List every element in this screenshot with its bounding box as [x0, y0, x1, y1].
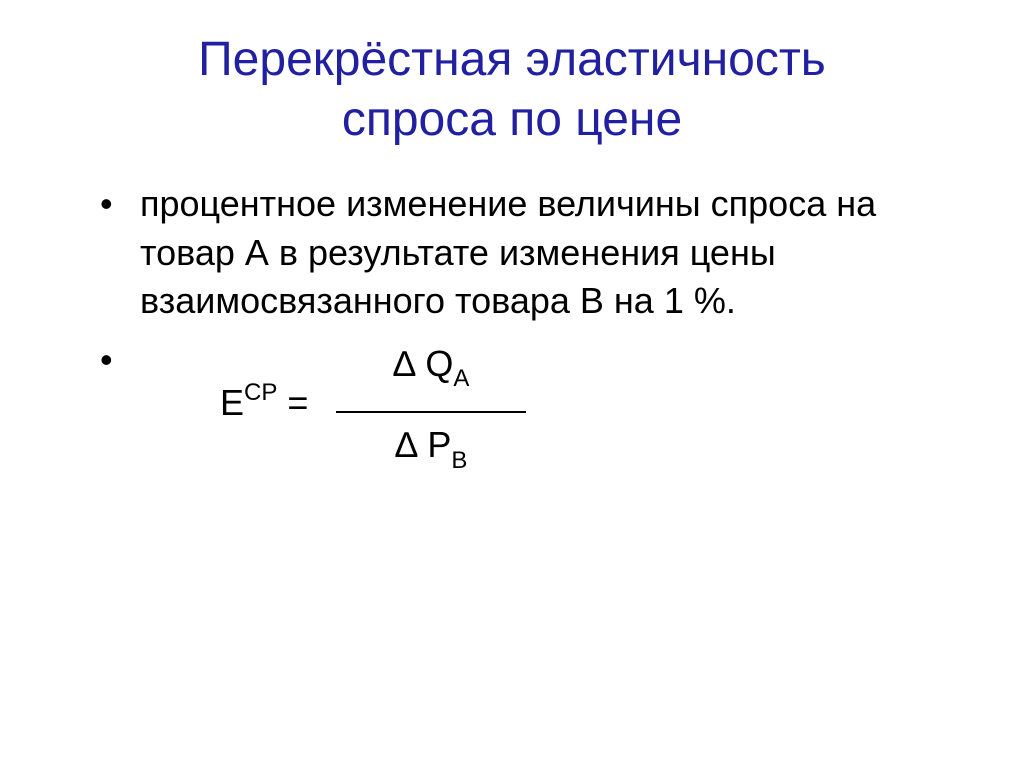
formula-numerator: ∆ QA: [336, 340, 526, 394]
formula-row: ЕСР = ∆ QA ∆ РВ: [140, 336, 964, 471]
numerator-sub: A: [453, 365, 469, 392]
formula-fraction: ∆ QA ∆ РВ: [336, 340, 526, 475]
formula-denominator: ∆ РВ: [336, 421, 526, 475]
title-line-1: Перекрёстная эластичность: [198, 33, 826, 86]
definition-text: процентное изменение величины спроса на …: [140, 183, 876, 321]
formula-lhs: ЕСР =: [220, 379, 308, 428]
slide: Перекрёстная эластичность спроса по цене…: [0, 0, 1024, 767]
numerator-delta: ∆ Q: [393, 343, 453, 384]
formula-lhs-base: Е: [220, 382, 244, 423]
fraction-line: [336, 411, 526, 413]
denominator-delta: ∆ Р: [395, 424, 451, 465]
denominator-sub: В: [451, 447, 467, 474]
formula-equals: =: [277, 382, 308, 423]
title-line-2: спроса по цене: [342, 93, 682, 146]
bullet-formula: ЕСР = ∆ QA ∆ РВ: [100, 336, 964, 471]
bullet-list: процентное изменение величины спроса на …: [100, 180, 964, 471]
bullet-definition: процентное изменение величины спроса на …: [100, 180, 964, 326]
slide-title: Перекрёстная эластичность спроса по цене: [60, 30, 964, 150]
formula-lhs-sup: СР: [244, 379, 277, 406]
